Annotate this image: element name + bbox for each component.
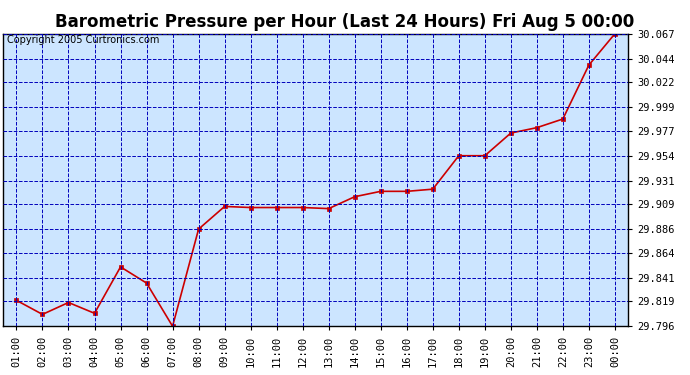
Text: Barometric Pressure per Hour (Last 24 Hours) Fri Aug 5 00:00: Barometric Pressure per Hour (Last 24 Ho… [55,13,635,31]
Text: Copyright 2005 Curtronics.com: Copyright 2005 Curtronics.com [7,35,159,45]
